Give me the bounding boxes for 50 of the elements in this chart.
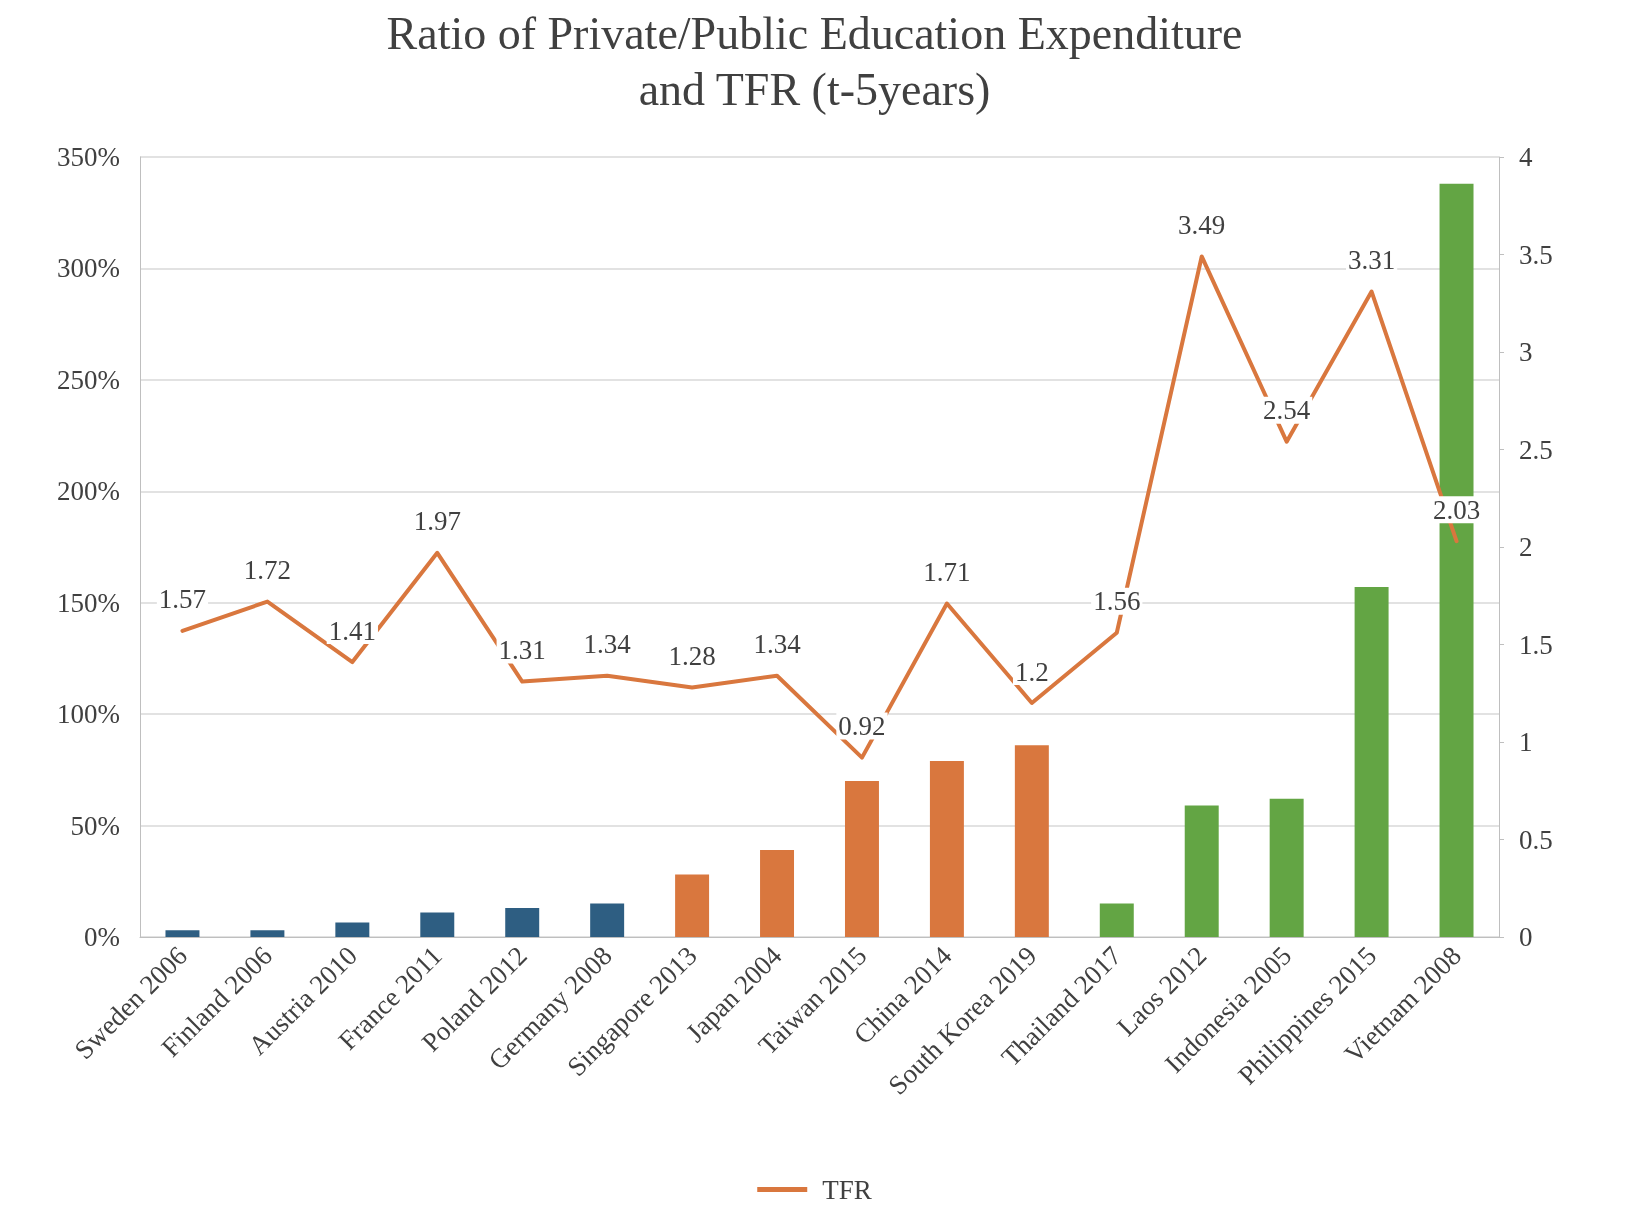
y-tick-label: 150%: [57, 587, 120, 618]
y-tick-label: 50%: [70, 810, 120, 841]
bar: [1354, 587, 1389, 937]
data-label: 3.31: [1347, 245, 1396, 276]
data-label: 1.34: [753, 629, 802, 660]
data-label: 2.03: [1432, 494, 1481, 525]
bar: [590, 903, 625, 937]
y-tick-label: 0%: [84, 922, 120, 952]
y2-tick-label: 2: [1519, 532, 1533, 562]
data-label: 1.57: [158, 584, 207, 615]
bar: [1099, 903, 1134, 937]
bar: [505, 908, 540, 937]
y2-tick-label: 2.5: [1519, 434, 1553, 465]
data-label: 1.56: [1093, 586, 1141, 617]
bar: [1014, 745, 1049, 937]
bar: [335, 922, 370, 937]
data-label: 1.31: [498, 635, 546, 666]
bar: [1269, 798, 1304, 937]
y2-tick-label: 0: [1519, 922, 1533, 952]
bar: [165, 930, 200, 937]
bar: [675, 874, 710, 937]
bar: [250, 930, 285, 937]
data-label: 1.2: [1014, 656, 1049, 687]
bar: [1184, 805, 1219, 937]
data-label: 1.34: [583, 629, 632, 660]
bar: [929, 760, 964, 937]
bar: [420, 912, 455, 937]
bar: [760, 850, 795, 937]
y-tick-label: 200%: [57, 476, 120, 507]
y2-tick-label: 3: [1519, 337, 1533, 367]
y2-tick-label: 1.5: [1519, 629, 1553, 660]
y-tick-label: 350%: [57, 142, 120, 172]
y2-tick-label: 3.5: [1519, 239, 1553, 270]
y-tick-label: 300%: [57, 253, 120, 284]
y2-tick-label: 1: [1519, 727, 1533, 757]
data-label: 2.54: [1263, 395, 1311, 426]
y2-tick-label: 0.5: [1519, 824, 1553, 855]
data-label: 3.49: [1178, 209, 1226, 240]
data-label: 1.72: [243, 555, 292, 586]
data-label: 0.92: [838, 711, 886, 742]
y-tick-label: 250%: [57, 364, 120, 395]
data-label: 1.28: [668, 640, 716, 671]
y2-tick-label: 4: [1519, 142, 1533, 172]
data-label: 1.41: [328, 615, 376, 646]
legend-label: TFR: [822, 1174, 872, 1205]
data-label: 1.71: [923, 557, 971, 588]
y-tick-label: 100%: [57, 699, 120, 730]
data-label: 1.97: [413, 506, 461, 537]
bar: [844, 781, 879, 937]
chart-title: Ratio of Private/Public Education Expenditure and TFR (t-5years): [386, 7, 1243, 115]
